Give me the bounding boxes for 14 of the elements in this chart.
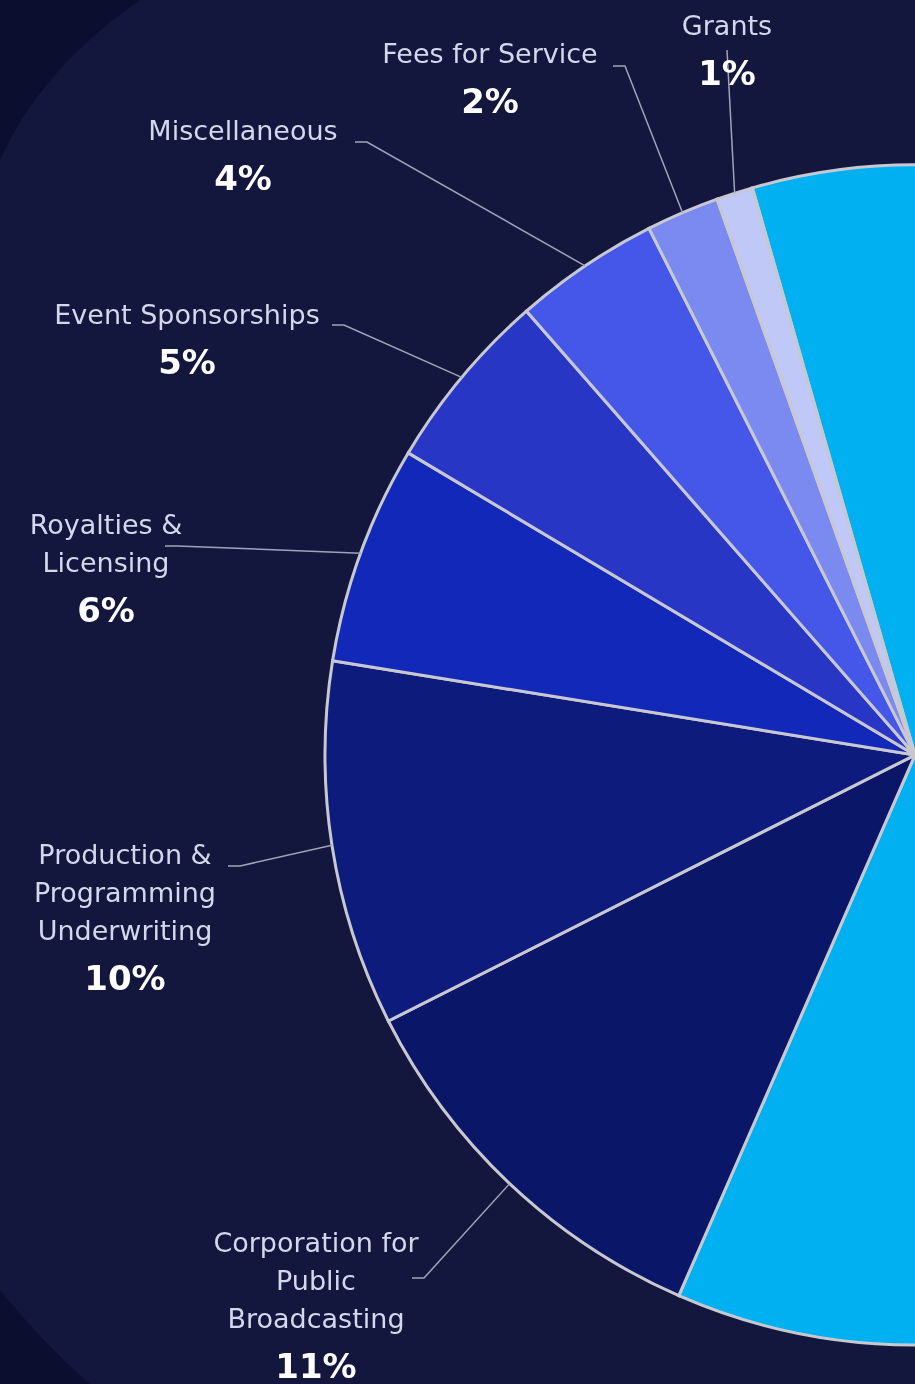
data-label: 2% [461, 81, 519, 121]
slice-label: Fees for Service [382, 38, 598, 69]
data-label: 4% [214, 158, 272, 198]
data-label: 10% [84, 958, 166, 998]
slice-label: Event Sponsorships [54, 299, 320, 330]
slice-label: Grants [681, 10, 773, 41]
data-label: 11% [275, 1346, 357, 1384]
slice-label: Corporation for Public Broadcasting [213, 1227, 420, 1334]
slice-label: Royalties & Licensing [29, 509, 183, 578]
data-label: 1% [698, 53, 756, 93]
slice-label: Miscellaneous [148, 115, 338, 146]
data-label: 5% [158, 342, 216, 382]
data-label: 6% [77, 590, 135, 630]
slice-label: Production & Programming Underwriting [34, 839, 216, 946]
